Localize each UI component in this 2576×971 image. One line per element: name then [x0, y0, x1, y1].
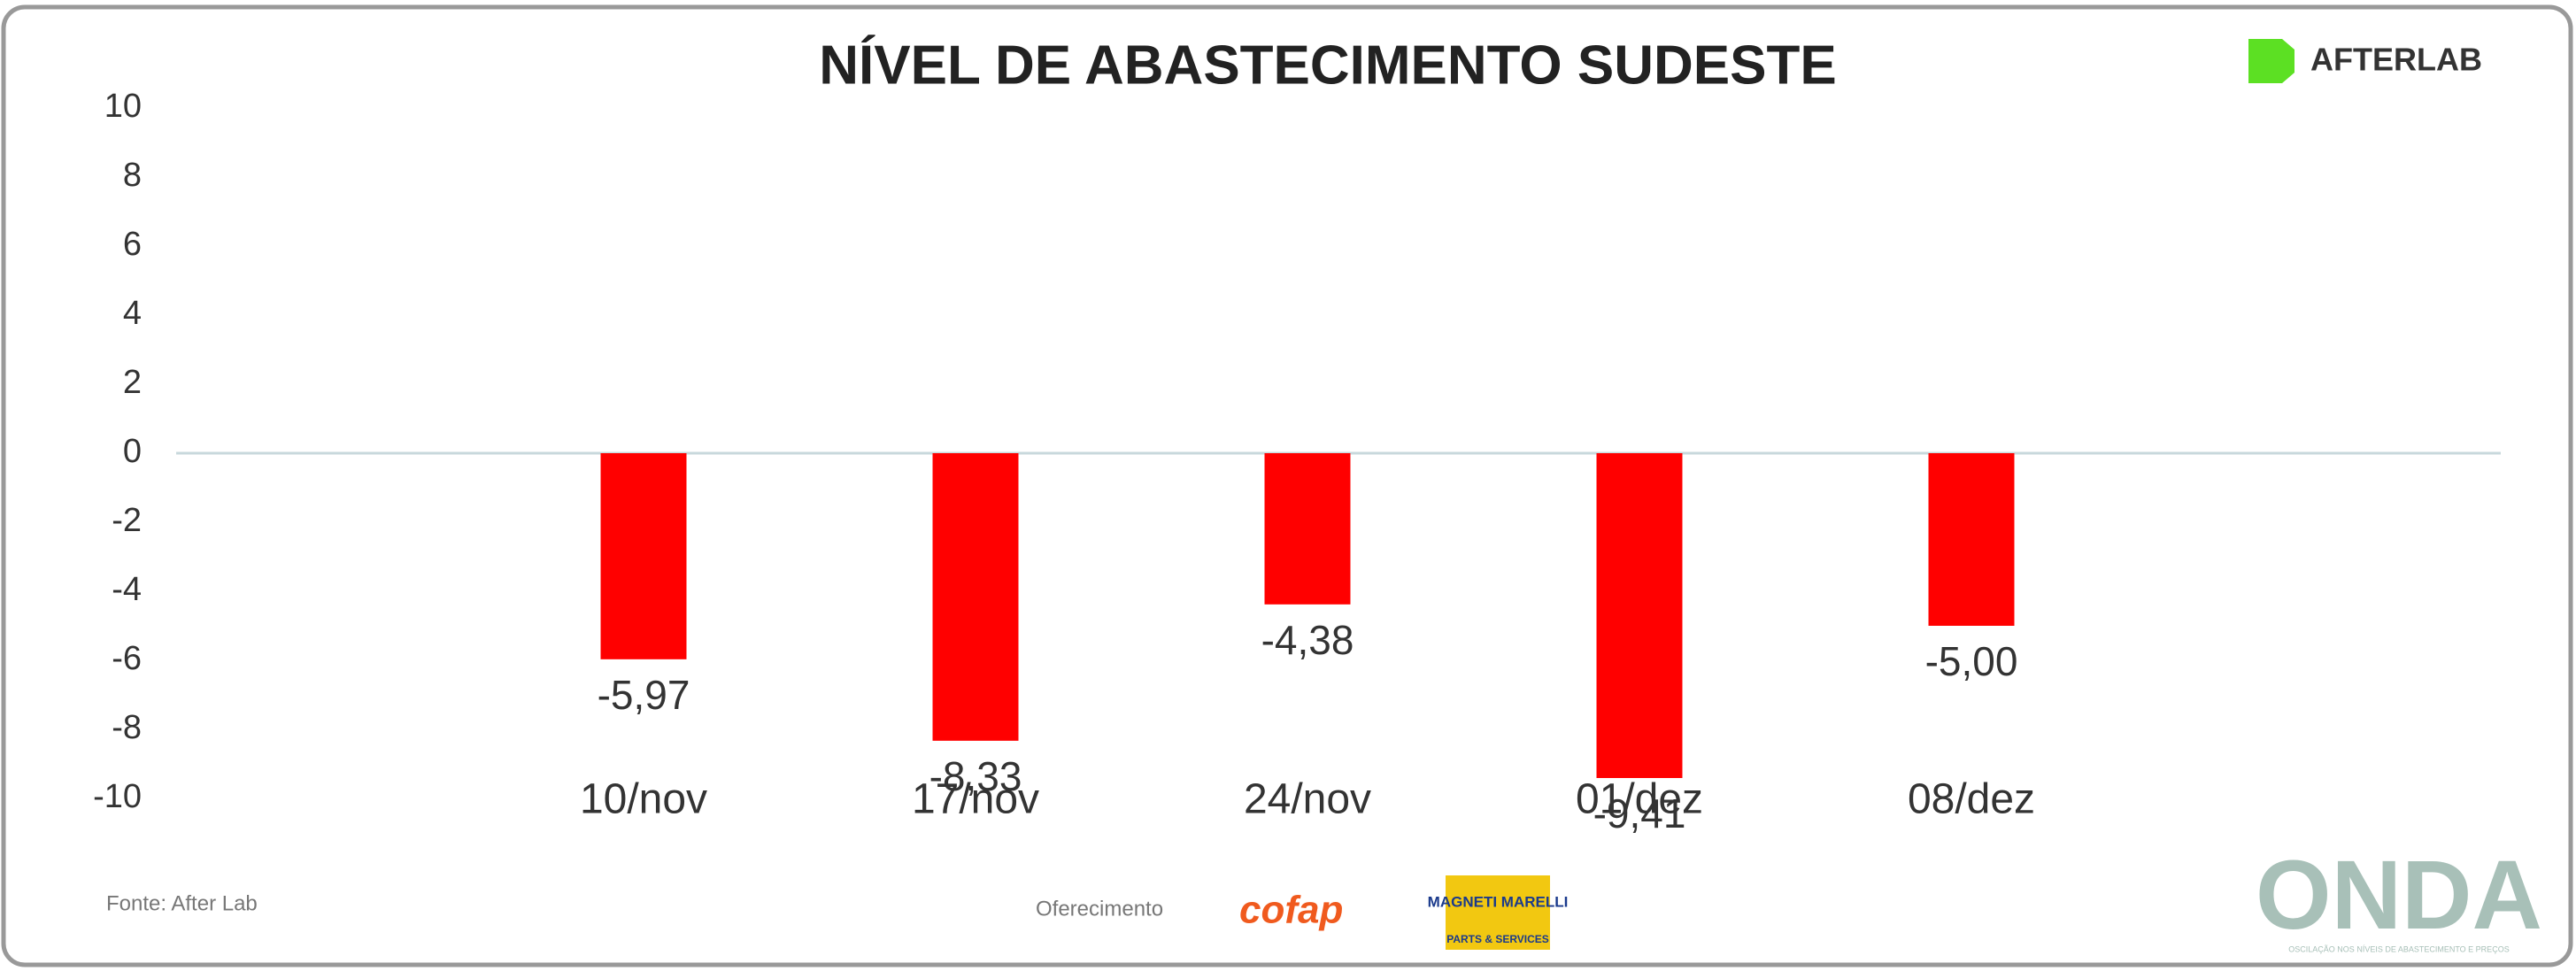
marelli-sub: PARTS & SERVICES [1446, 933, 1549, 945]
value-label: -5,00 [1925, 638, 2018, 684]
onda-logo: ONDA [2256, 841, 2542, 950]
brand-icon [2248, 39, 2294, 83]
x-tick-label: 08/dez [1908, 776, 2035, 823]
y-tick-label: 4 [123, 295, 142, 332]
chart-title: NÍVEL DE ABASTECIMENTO SUDESTE [819, 35, 1836, 96]
x-tick-label: 01/dez [1576, 776, 1703, 823]
cofap-logo: cofap [1239, 889, 1343, 932]
y-tick-label: -6 [112, 640, 142, 677]
value-label: -4,38 [1261, 617, 1354, 663]
bar [1596, 453, 1683, 778]
marelli-box [1446, 875, 1550, 950]
bar [1264, 453, 1351, 605]
source: Fonte: After Lab [106, 891, 258, 915]
onda-sub: OSCILAÇÃO NOS NÍVEIS DE ABASTECIMENTO E … [2288, 944, 2509, 953]
value-label: -9,41 [1593, 790, 1686, 836]
bar [600, 453, 687, 659]
x-tick-label: 24/nov [1244, 776, 1371, 823]
bar [1928, 453, 2015, 626]
y-tick-label: -10 [93, 778, 142, 815]
y-tick-label: 8 [123, 157, 142, 194]
y-tick-label: 6 [123, 226, 142, 263]
value-label: -5,97 [598, 672, 690, 718]
y-tick-label: -8 [112, 709, 142, 746]
bar [932, 453, 1019, 741]
y-tick-label: -2 [112, 502, 142, 539]
x-tick-label: 17/nov [912, 776, 1039, 823]
y-tick-label: -4 [112, 571, 142, 608]
brand-logo: AFTERLAB [2310, 42, 2482, 78]
y-tick-label: 0 [123, 433, 142, 470]
y-tick-label: 2 [123, 364, 142, 401]
value-label: -8,33 [929, 753, 1022, 799]
x-tick-label: 10/nov [580, 776, 707, 823]
sponsor-label: Oferecimento [1036, 897, 1163, 921]
marelli-logo: MAGNETI MARELLI [1428, 893, 1569, 910]
y-tick-label: 10 [104, 88, 142, 125]
